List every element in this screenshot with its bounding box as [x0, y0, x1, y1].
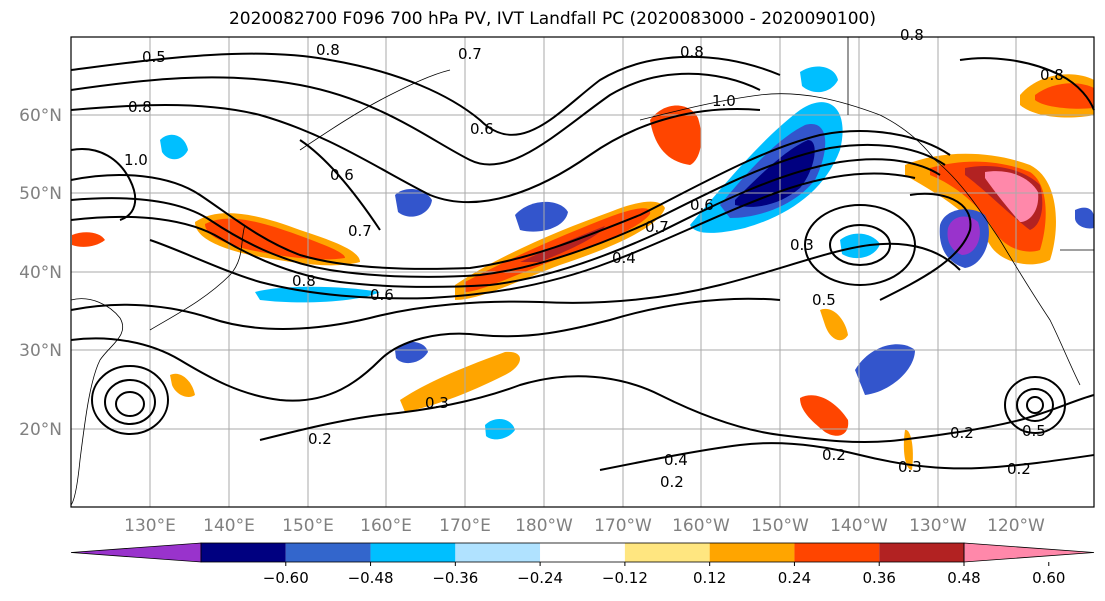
- pos-anomaly-se: [800, 395, 849, 436]
- neg-anomaly-h: [160, 134, 188, 160]
- colorbar-tick-label: 0.36: [863, 569, 896, 587]
- neg-anomaly-i: [800, 66, 838, 93]
- lat-label: 60°N: [19, 106, 62, 126]
- colorbar-outline: [200, 542, 965, 563]
- neg-anomaly-d: [855, 344, 915, 395]
- contour-label: 0.6: [470, 120, 494, 138]
- colorbar-extend-low: [70, 542, 202, 563]
- lon-label: 140°W: [830, 516, 888, 536]
- contour-label: 0.4: [664, 451, 688, 469]
- kamchatka-coast: [299, 69, 451, 151]
- colorbar-tick-label: −0.36: [432, 569, 478, 587]
- lon-label: 130°E: [124, 516, 176, 536]
- contour-label: 0.3: [898, 458, 922, 476]
- pos-anomaly-a: [820, 308, 848, 341]
- lon-label: 180°W: [515, 516, 573, 536]
- lon-label: 170°E: [439, 516, 491, 536]
- colorbar-segment: [794, 543, 880, 562]
- lat-label: 40°N: [19, 263, 62, 283]
- colorbar: [70, 542, 1095, 563]
- contour-label: 0.7: [348, 222, 372, 240]
- pos-anomaly-b: [72, 232, 105, 247]
- lon-label: 150°E: [282, 516, 334, 536]
- colorbar-tick-label: 0.48: [947, 569, 980, 587]
- contour-label: 0.8: [292, 272, 316, 290]
- contour-label-group: 0.5 0.8 0.7 0.8 0.8 1.0 0.6 0.6 0.6 0.7 …: [124, 26, 1064, 491]
- colorbar-segment: [455, 543, 541, 562]
- colorbar-tick-label: 0.12: [693, 569, 726, 587]
- contour-label: 0.2: [308, 430, 332, 448]
- colorbar-tick-label: −0.12: [602, 569, 648, 587]
- colorbar-extend-high: [963, 542, 1095, 563]
- contour-label: 1.0: [712, 92, 736, 110]
- colorbar-segment: [540, 543, 625, 562]
- colorbar-segment: [370, 543, 456, 562]
- lon-label: 140°E: [203, 516, 255, 536]
- contour-label: 0.8: [1040, 66, 1064, 84]
- pos-anomaly-subtrop: [400, 351, 520, 412]
- latitude-labels: 60°N 50°N 40°N 30°N 20°N: [19, 106, 62, 440]
- contour-label: 0.6: [690, 196, 714, 214]
- coastlines: [70, 37, 1094, 506]
- neg-anomaly-offshore-core: [947, 216, 980, 255]
- colorbar-segment: [624, 543, 710, 562]
- lon-label: 160°W: [672, 516, 730, 536]
- japan-coast: [149, 224, 246, 331]
- lon-label: 130°W: [909, 516, 967, 536]
- asia-coast: [70, 298, 123, 506]
- contour-label: 0.2: [660, 473, 684, 491]
- contour-label: 0.8: [128, 98, 152, 116]
- lon-label: 150°W: [751, 516, 809, 536]
- lon-label: 170°W: [594, 516, 652, 536]
- longitude-labels: 130°E 140°E 150°E 160°E 170°E 180°W 170°…: [124, 516, 1045, 536]
- colorbar-tick-label: −0.60: [263, 569, 309, 587]
- contour-label: 1.0: [124, 151, 148, 169]
- contour-label: 0.2: [1007, 460, 1031, 478]
- contour-lines: [70, 52, 1095, 471]
- lon-label: 120°W: [987, 516, 1045, 536]
- plot-frame: [70, 36, 1095, 508]
- colorbar-tick-label: 0.60: [1032, 569, 1065, 587]
- contour-label: 0.3: [425, 394, 449, 412]
- contour-label: 0.5: [142, 48, 166, 66]
- contour-label: 0.8: [680, 43, 704, 61]
- pos-anomaly-japan-core: [205, 218, 345, 260]
- lon-label: 160°E: [360, 516, 412, 536]
- colorbar-tick-label: −0.24: [517, 569, 563, 587]
- map-title: 2020082700 F096 700 hPa PV, IVT Landfall…: [228, 9, 876, 29]
- contour-label: 0.4: [612, 249, 636, 267]
- contour-label: 0.8: [900, 26, 924, 44]
- neg-anomaly-c: [255, 286, 380, 303]
- contour-label: 0.8: [316, 41, 340, 59]
- pos-anomaly-c: [170, 373, 195, 397]
- alaska-coast: [639, 93, 936, 161]
- colorbar-tick-labels: −0.60 −0.48 −0.36 −0.24 −0.12 0.12 0.24 0.36 0.4…: [263, 562, 1065, 587]
- colorbar-tick-label: 0.24: [778, 569, 811, 587]
- colorbar-segment: [201, 543, 286, 562]
- colorbar-segment: [709, 543, 795, 562]
- na-west-coast: [934, 159, 1081, 386]
- neg-anomaly-b: [395, 188, 432, 217]
- contour-label: 0.5: [1022, 422, 1046, 440]
- neg-anomaly-g: [395, 341, 428, 364]
- contour-label: 0.5: [812, 291, 836, 309]
- neg-anomaly-a: [515, 201, 568, 232]
- contour-label: 0.7: [645, 218, 669, 236]
- lat-label: 50°N: [19, 184, 62, 204]
- contour-label: 0.7: [458, 45, 482, 63]
- pos-anomaly-pnw-pink: [985, 171, 1039, 222]
- contour-label: 0.6: [330, 166, 354, 184]
- contour-label: 0.3: [790, 236, 814, 254]
- lat-label: 30°N: [19, 341, 62, 361]
- colorbar-segment: [285, 543, 371, 562]
- colorbar-segment: [879, 543, 964, 562]
- contour-label: 0.2: [950, 424, 974, 442]
- colorbar-tick-label: −0.48: [348, 569, 394, 587]
- lat-label: 20°N: [19, 420, 62, 440]
- neg-anomaly-j: [1075, 207, 1094, 229]
- contour-label: 0.2: [822, 446, 846, 464]
- contour-label: 0.6: [370, 286, 394, 304]
